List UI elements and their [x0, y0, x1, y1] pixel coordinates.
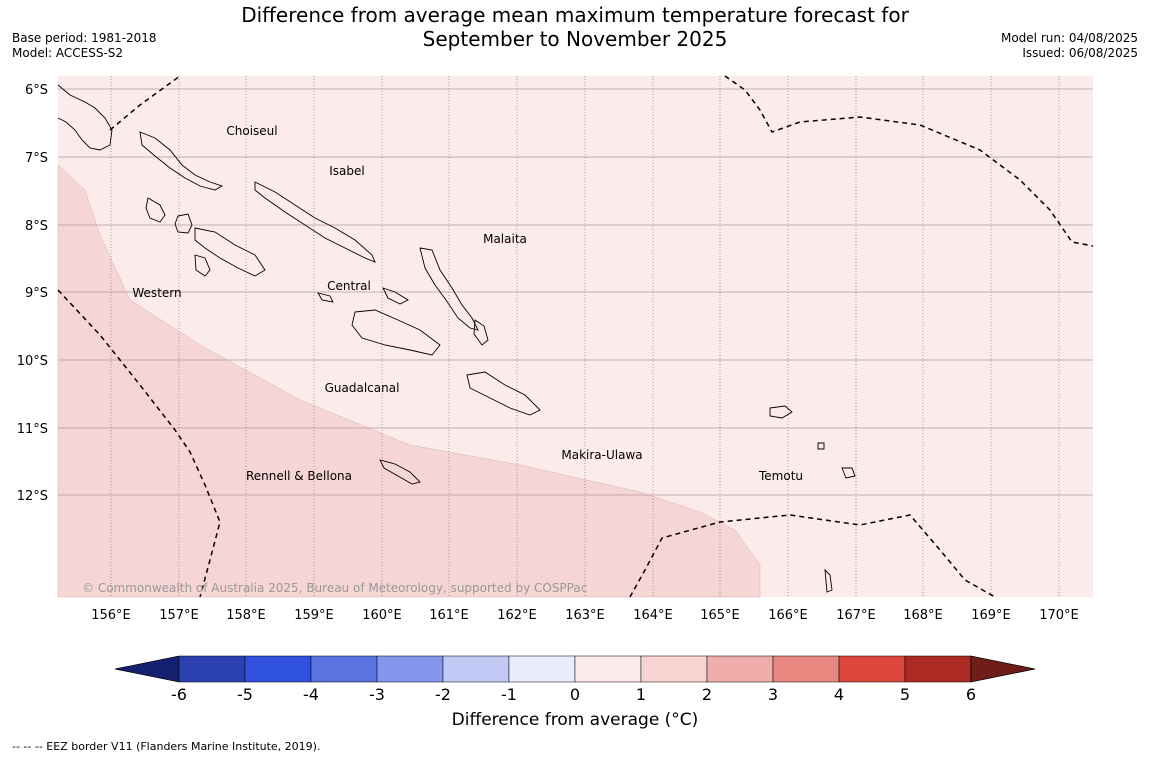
lon-label: 162°E — [497, 608, 537, 623]
place-guadalcanal: Guadalcanal — [325, 381, 400, 395]
lat-label: 11°S — [17, 422, 48, 437]
lon-label: 165°E — [700, 608, 740, 623]
colorbar-segment — [640, 655, 708, 683]
map-title: Difference from average mean maximum tem… — [0, 3, 1150, 51]
lon-label: 169°E — [971, 608, 1011, 623]
colorbar-segment — [772, 655, 840, 683]
lon-label: 157°E — [159, 608, 199, 623]
lat-gridlines — [58, 88, 1093, 496]
eez-border — [57, 75, 1094, 598]
model-name: Model: ACCESS-S2 — [12, 46, 124, 60]
colorbar-segment — [244, 655, 312, 683]
vanikoro-island — [841, 467, 856, 479]
place-makira-ulawa: Makira-Ulawa — [561, 448, 642, 462]
meta-right: Model run: 04/08/2025 Issued: 06/08/2025 — [1001, 31, 1138, 61]
footnote: -- -- -- EEZ border V11 (Flanders Marine… — [12, 740, 321, 753]
place-western: Western — [132, 286, 181, 300]
place-choiseul: Choiseul — [226, 124, 277, 138]
lat-label: 7°S — [25, 151, 48, 166]
colorbar-label: Difference from average (°C) — [451, 710, 699, 730]
lat-label: 9°S — [25, 286, 48, 301]
kolombangara-island — [174, 213, 193, 234]
colorbar-tick-label: -2 — [435, 685, 451, 704]
lat-label: 10°S — [17, 354, 48, 369]
colorbar-tick-label: -4 — [303, 685, 319, 704]
lat-labels: 6°S 7°S 8°S 9°S 10°S 11°S 12°S — [17, 83, 48, 504]
lon-labels: 156°E 157°E 158°E 159°E 160°E 161°E 162°… — [91, 608, 1079, 623]
colorbar-tick-label: 2 — [702, 685, 712, 704]
rendova-island — [194, 254, 211, 277]
new-georgia-island — [194, 227, 266, 277]
colorbar-tick-label: 0 — [570, 685, 580, 704]
meta-left: Base period: 1981-2018 Model: ACCESS-S2 — [12, 31, 157, 61]
lat-label: 12°S — [17, 489, 48, 504]
colorbar-tick-label: 4 — [834, 685, 844, 704]
lon-label: 156°E — [91, 608, 131, 623]
florida-islands — [382, 287, 409, 305]
base-period: Base period: 1981-2018 — [12, 31, 157, 45]
small-malaita-island — [473, 319, 489, 346]
santa-cruz-island — [769, 405, 793, 419]
russell-islands — [317, 292, 334, 303]
lon-label: 166°E — [768, 608, 808, 623]
colorbar-segment — [838, 655, 906, 683]
colorbar-segment — [178, 655, 246, 683]
lon-label: 170°E — [1039, 608, 1079, 623]
anomaly-1-2-region — [57, 164, 761, 598]
colorbar-tick-label: -1 — [501, 685, 517, 704]
makira-island — [466, 371, 541, 416]
colorbar-segment — [442, 655, 510, 683]
colorbar-tick-label: 1 — [636, 685, 646, 704]
colorbar-extend-low — [114, 655, 180, 683]
lat-label: 6°S — [25, 83, 48, 98]
lon-label: 159°E — [294, 608, 334, 623]
guadalcanal-island — [351, 309, 441, 356]
issued-date: Issued: 06/08/2025 — [1022, 46, 1138, 60]
place-temotu: Temotu — [758, 469, 803, 483]
place-rennell-bellona: Rennell & Bellona — [246, 469, 352, 483]
rennell-island — [379, 459, 421, 485]
colorbar — [114, 655, 1036, 683]
place-malaita: Malaita — [483, 232, 527, 246]
colorbar-segment — [508, 655, 576, 683]
copyright-text: © Commonwealth of Australia 2025, Bureau… — [82, 581, 587, 595]
colorbar-tick-label: -3 — [369, 685, 385, 704]
choiseul-island — [139, 131, 224, 191]
lon-label: 161°E — [429, 608, 469, 623]
place-central: Central — [327, 279, 371, 293]
place-labels: Choiseul Isabel Malaita Western Central … — [132, 124, 803, 483]
vella-lavella-island — [145, 197, 166, 223]
colorbar-segment — [376, 655, 444, 683]
malaita-island — [419, 247, 479, 331]
colorbar-tick-labels: -6 -5 -4 -3 -2 -1 0 1 2 3 4 5 6 — [171, 685, 976, 704]
anuta-island — [824, 568, 833, 593]
colorbar-segment — [310, 655, 378, 683]
utupua-island — [817, 442, 825, 450]
colorbar-segment — [574, 655, 642, 683]
colorbar-tick-label: 5 — [900, 685, 910, 704]
isabel-island — [254, 181, 376, 263]
lon-label: 167°E — [836, 608, 876, 623]
lon-label: 168°E — [903, 608, 943, 623]
model-run: Model run: 04/08/2025 — [1000, 31, 1138, 45]
lon-label: 164°E — [633, 608, 673, 623]
place-isabel: Isabel — [329, 164, 364, 178]
colorbar-extend-high — [970, 655, 1036, 683]
colorbar-segment — [904, 655, 972, 683]
bougainville-island — [57, 84, 113, 151]
title-line-2: September to November 2025 — [422, 27, 728, 51]
lon-label: 158°E — [226, 608, 266, 623]
islands — [57, 84, 856, 593]
colorbar-segment — [706, 655, 774, 683]
colorbar-tick-label: -5 — [237, 685, 253, 704]
title-line-1: Difference from average mean maximum tem… — [241, 3, 909, 27]
lon-label: 163°E — [565, 608, 605, 623]
colorbar-tick-label: 6 — [966, 685, 976, 704]
lon-label: 160°E — [362, 608, 402, 623]
lat-label: 8°S — [25, 219, 48, 234]
colorbar-tick-label: -6 — [171, 685, 187, 704]
colorbar-tick-label: 3 — [768, 685, 778, 704]
